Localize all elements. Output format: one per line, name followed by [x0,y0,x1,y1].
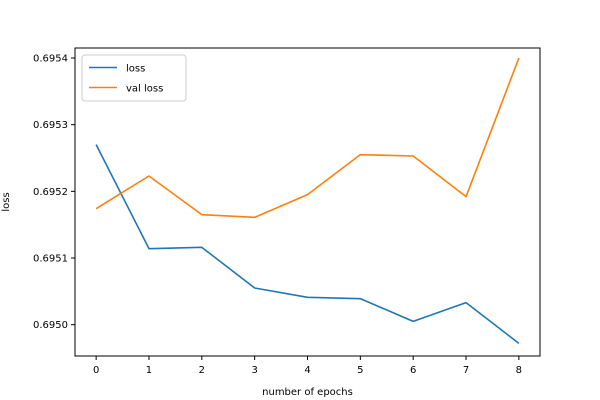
x-tick-label: 1 [146,365,152,376]
y-tick-label: 0.6952 [33,187,68,198]
x-axis-ticks: 0 1 2 3 4 5 6 7 8 [93,356,522,376]
legend-label-val-loss: val loss [126,84,163,95]
y-axis-label: loss [1,192,12,211]
x-tick-label: 5 [357,365,363,376]
x-tick-label: 8 [516,365,522,376]
y-tick-label: 0.6953 [33,120,68,131]
series-lines [95,57,520,344]
series-line-val-loss [95,57,520,219]
x-axis-label: number of epochs [262,387,353,398]
x-tick-label: 3 [251,365,257,376]
x-tick-label: 4 [304,365,310,376]
y-tick-label: 0.6951 [33,254,68,265]
x-tick-label: 0 [93,365,99,376]
y-tick-label: 0.6954 [33,54,68,65]
x-tick-label: 2 [199,365,205,376]
y-tick-label: 0.6950 [33,320,68,331]
y-axis-ticks: 0.6950 0.6951 0.6952 0.6953 0.6954 [33,54,75,331]
series-line-loss [95,144,520,344]
legend-box [81,54,187,102]
x-tick-label: 6 [410,365,416,376]
x-tick-label: 7 [463,365,469,376]
legend: loss val loss [81,54,187,102]
legend-label-loss: loss [126,64,145,75]
